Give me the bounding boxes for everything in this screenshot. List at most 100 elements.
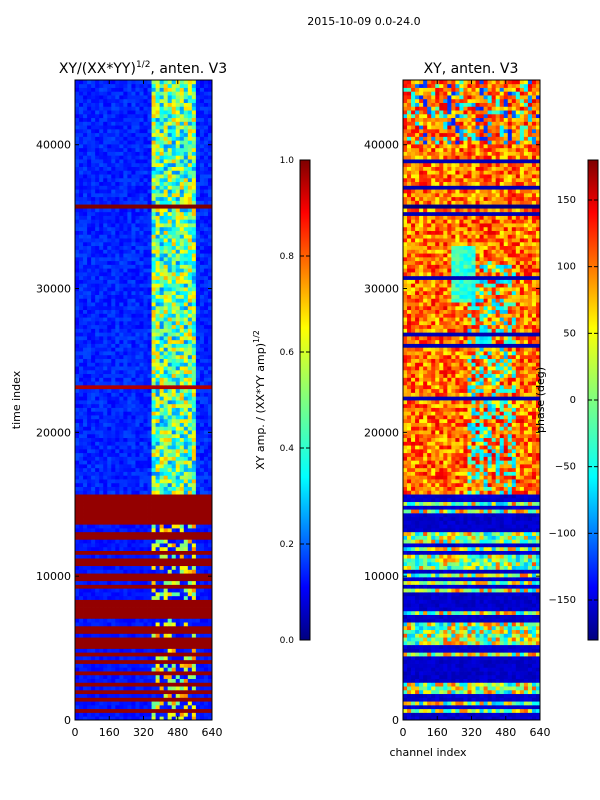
heatmap-cell — [191, 674, 197, 679]
heatmap-cell — [91, 170, 96, 175]
heatmap-cell — [175, 305, 181, 311]
heatmap-cell — [143, 588, 148, 593]
heatmap-cell — [139, 287, 144, 292]
heatmap-cell — [147, 716, 152, 720]
heatmap-cell — [115, 302, 120, 307]
heatmap-cell — [179, 580, 185, 585]
heatmap-cell — [159, 185, 165, 190]
heatmap-cell — [131, 373, 136, 378]
heatmap-cell — [103, 516, 108, 521]
heatmap-cell — [175, 230, 181, 235]
heatmap-cell — [107, 561, 112, 567]
heatmap-cell — [207, 377, 212, 382]
heatmap-cell — [127, 407, 132, 412]
heatmap-cell — [115, 298, 120, 303]
heatmap-cell — [115, 192, 120, 198]
heatmap-cell — [107, 272, 112, 277]
heatmap-cell — [179, 343, 185, 348]
heatmap-cell — [115, 689, 120, 695]
heatmap-cell — [87, 256, 92, 262]
heatmap-cell — [87, 192, 92, 198]
heatmap-cell — [143, 595, 148, 600]
heatmap-cell — [187, 407, 193, 412]
heatmap-cell — [179, 618, 185, 623]
heatmap-cell — [171, 667, 177, 672]
heatmap-cell — [175, 528, 181, 533]
heatmap-cell — [143, 287, 148, 292]
heatmap-cell — [103, 494, 108, 499]
heatmap-cell — [199, 652, 205, 657]
heatmap-cell — [103, 678, 108, 683]
heatmap-cell — [79, 546, 84, 551]
heatmap-cell — [99, 610, 104, 615]
heatmap-cell — [135, 671, 140, 676]
heatmap-cell — [75, 467, 80, 472]
heatmap-cell — [207, 663, 212, 668]
heatmap-cell — [159, 396, 165, 401]
heatmap-cell — [155, 656, 161, 661]
heatmap-cell — [175, 219, 181, 224]
heatmap-cell — [167, 437, 173, 442]
heatmap-cell — [167, 181, 173, 186]
heatmap-cell — [183, 230, 189, 235]
heatmap-cell — [199, 686, 205, 691]
heatmap-cell — [147, 708, 152, 713]
heatmap-cell — [107, 403, 112, 408]
heatmap-cell — [147, 656, 152, 661]
heatmap-cell — [199, 268, 205, 273]
heatmap-cell — [75, 272, 80, 277]
heatmap-cell — [155, 384, 161, 390]
heatmap-cell — [99, 249, 104, 254]
heatmap-cell — [123, 712, 128, 717]
heatmap-cell — [107, 595, 112, 600]
heatmap-cell — [199, 576, 205, 582]
heatmap-cell — [115, 347, 120, 352]
heatmap-cell — [171, 528, 177, 533]
heatmap-cell — [179, 403, 185, 408]
heatmap-cell — [87, 580, 92, 585]
heatmap-cell — [207, 174, 212, 179]
heatmap-cell — [87, 426, 92, 431]
heatmap-cell — [203, 245, 209, 250]
heatmap-cell — [139, 347, 144, 352]
heatmap-cell — [99, 177, 104, 183]
heatmap-cell — [159, 464, 165, 469]
heatmap-cell — [203, 625, 209, 631]
heatmap-cell — [147, 614, 152, 619]
heatmap-cell — [167, 614, 173, 619]
heatmap-cell — [187, 648, 193, 653]
heatmap-cell — [131, 411, 136, 416]
heatmap-cell — [183, 464, 189, 469]
heatmap-cell — [155, 539, 161, 544]
heatmap-cell — [159, 241, 165, 247]
heatmap-cell — [119, 603, 124, 608]
heatmap-cell — [139, 226, 144, 231]
heatmap-cell — [115, 599, 120, 604]
heatmap-cell — [191, 448, 197, 454]
heatmap-cell — [187, 689, 193, 695]
heatmap-cell — [131, 339, 136, 344]
heatmap-cell — [187, 467, 193, 472]
heatmap-cell — [103, 663, 108, 668]
heatmap-cell — [135, 400, 140, 405]
heatmap-cell — [115, 701, 120, 706]
heatmap-cell — [195, 208, 201, 213]
heatmap-cell — [151, 189, 156, 194]
heatmap-cell — [179, 637, 185, 642]
heatmap-cell — [155, 411, 161, 416]
heatmap-cell — [203, 580, 209, 585]
heatmap-cell — [139, 652, 144, 657]
heatmap-cell — [147, 561, 152, 567]
heatmap-cell — [203, 614, 209, 619]
heatmap-cell — [203, 366, 209, 371]
heatmap-cell — [203, 279, 209, 284]
heatmap-cell — [143, 512, 148, 518]
heatmap-cell — [99, 226, 104, 231]
heatmap-cell — [167, 550, 173, 555]
heatmap-cell — [95, 576, 100, 582]
heatmap-cell — [203, 512, 209, 518]
heatmap-cell — [131, 592, 136, 597]
heatmap-cell — [171, 215, 177, 220]
heatmap-cell — [83, 558, 88, 563]
heatmap-cell — [123, 471, 128, 476]
